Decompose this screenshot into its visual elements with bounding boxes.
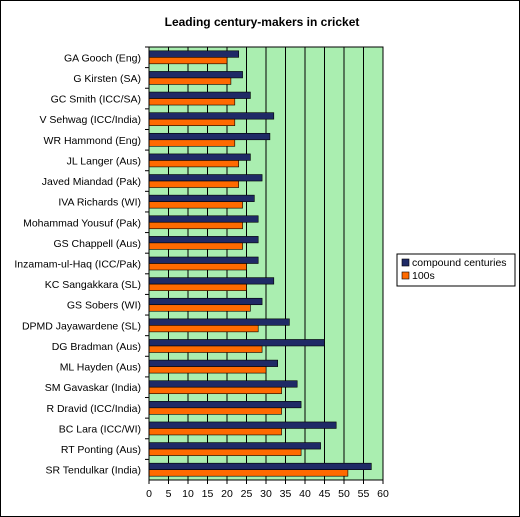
x-tick-label: 40 bbox=[299, 488, 311, 500]
category-label: Mohammad Yousuf (Pak) bbox=[23, 217, 141, 229]
bar-100s bbox=[148, 428, 282, 436]
bar-compound-centuries bbox=[148, 174, 263, 182]
bar-compound-centuries bbox=[148, 297, 263, 306]
legend-swatch bbox=[401, 258, 410, 267]
bar-compound-centuries bbox=[148, 401, 302, 409]
category-label: IVA Richards (WI) bbox=[58, 197, 141, 209]
x-tick-label: 30 bbox=[260, 488, 272, 500]
legend bbox=[396, 253, 516, 287]
bar-100s bbox=[148, 139, 236, 147]
bar-100s bbox=[148, 98, 236, 106]
bar-100s bbox=[148, 366, 267, 374]
bar-compound-centuries bbox=[148, 380, 298, 388]
bar-100s bbox=[148, 304, 251, 312]
category-label: R Dravid (ICC/India) bbox=[46, 403, 141, 415]
bar-100s bbox=[148, 118, 236, 126]
bar-100s bbox=[148, 221, 243, 230]
bar-compound-centuries bbox=[148, 112, 275, 120]
bar-100s bbox=[148, 160, 239, 168]
bar-100s bbox=[148, 407, 282, 415]
category-label: GC Smith (ICC/SA) bbox=[51, 94, 141, 106]
category-label: SR Tendulkar (India) bbox=[45, 465, 141, 477]
x-tick-label: 55 bbox=[358, 488, 370, 500]
category-label: RT Ponting (Aus) bbox=[61, 444, 141, 456]
category-label: ML Hayden (Aus) bbox=[60, 362, 141, 374]
bar-compound-centuries bbox=[148, 442, 321, 450]
bar-compound-centuries bbox=[148, 359, 278, 367]
category-label: Javed Miandad (Pak) bbox=[42, 176, 141, 188]
bar-compound-centuries bbox=[148, 91, 251, 99]
chart-title: Leading century-makers in cricket bbox=[165, 15, 360, 29]
x-tick-label: 45 bbox=[319, 488, 331, 500]
bar-100s bbox=[148, 448, 302, 456]
bar-compound-centuries bbox=[148, 318, 290, 326]
bar-100s bbox=[148, 263, 247, 271]
bar-100s bbox=[148, 57, 228, 65]
bar-100s bbox=[148, 77, 232, 85]
x-tick-label: 50 bbox=[338, 488, 350, 500]
category-label: GS Sobers (WI) bbox=[67, 300, 141, 312]
bar-100s bbox=[148, 386, 282, 395]
bar-100s bbox=[148, 283, 247, 291]
bar-100s bbox=[148, 242, 243, 250]
category-label: BC Lara (ICC/WI) bbox=[59, 423, 141, 435]
x-tick-label: 0 bbox=[146, 488, 152, 500]
bar-compound-centuries bbox=[148, 256, 259, 264]
category-label: KC Sangakkara (SL) bbox=[45, 279, 141, 291]
x-tick-label: 15 bbox=[202, 488, 214, 500]
bar-compound-centuries bbox=[148, 277, 275, 285]
category-label: SM Gavaskar (India) bbox=[45, 382, 141, 394]
category-label: DPMD Jayawardene (SL) bbox=[22, 320, 141, 332]
bar-100s bbox=[148, 345, 263, 353]
category-label: Inzamam-ul-Haq (ICC/Pak) bbox=[14, 259, 141, 271]
legend-swatch bbox=[401, 271, 410, 280]
bar-compound-centuries bbox=[148, 194, 255, 202]
bar-compound-centuries bbox=[148, 462, 372, 470]
bar-compound-centuries bbox=[148, 339, 325, 347]
x-tick-label: 5 bbox=[166, 488, 172, 500]
category-label: WR Hammond (Eng) bbox=[44, 135, 141, 147]
x-tick-label: 20 bbox=[221, 488, 233, 500]
bar-100s bbox=[148, 325, 259, 333]
bar-compound-centuries bbox=[148, 50, 239, 58]
bar-compound-centuries bbox=[148, 421, 337, 429]
bar-compound-centuries bbox=[148, 153, 251, 161]
x-tick-label: 35 bbox=[280, 488, 292, 500]
category-label: JL Langer (Aus) bbox=[67, 155, 141, 167]
legend-label: compound centuries bbox=[412, 257, 507, 269]
bar-compound-centuries bbox=[148, 215, 259, 223]
category-label: GS Chappell (Aus) bbox=[53, 238, 141, 250]
bar-100s bbox=[148, 201, 243, 209]
category-label: V Sehwag (ICC/India) bbox=[39, 114, 141, 126]
bar-compound-centuries bbox=[148, 71, 243, 79]
x-tick-label: 60 bbox=[377, 488, 389, 500]
bar-100s bbox=[148, 180, 239, 188]
bar-compound-centuries bbox=[148, 236, 259, 244]
category-label: G Kirsten (SA) bbox=[73, 73, 141, 85]
bar-100s bbox=[148, 469, 349, 477]
bar-compound-centuries bbox=[148, 132, 271, 141]
x-tick-label: 10 bbox=[182, 488, 194, 500]
x-tick-label: 25 bbox=[241, 488, 253, 500]
category-label: DG Bradman (Aus) bbox=[52, 341, 141, 353]
category-label: GA Gooch (Eng) bbox=[64, 52, 141, 64]
legend-label: 100s bbox=[412, 270, 435, 282]
